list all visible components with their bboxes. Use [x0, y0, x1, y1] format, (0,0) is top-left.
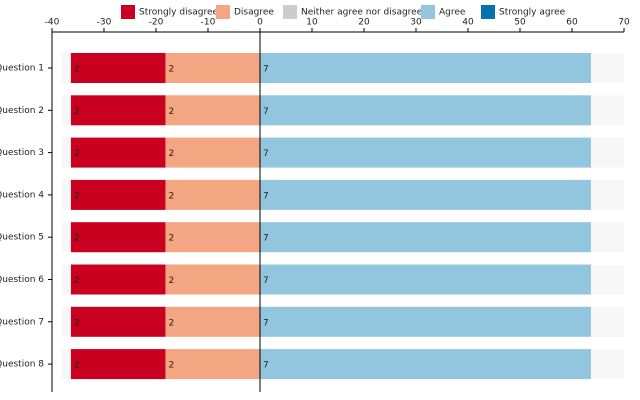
bar-segment	[70, 137, 166, 168]
data-label: 2	[74, 149, 80, 159]
x-tick-label: 60	[566, 18, 578, 28]
data-label: 2	[168, 276, 174, 286]
y-tick-label: Question 3	[0, 148, 44, 158]
data-label: 2	[74, 191, 80, 201]
x-tick-label: 20	[358, 18, 370, 28]
legend-swatch	[481, 5, 495, 19]
data-label: 2	[168, 191, 174, 201]
data-label: 7	[263, 276, 269, 286]
y-tick-label: Question 6	[0, 275, 44, 285]
data-label: 2	[168, 149, 174, 159]
bar-segment	[70, 306, 166, 337]
bar-segment	[165, 53, 260, 83]
data-label: 2	[74, 361, 80, 371]
bar-segment	[165, 179, 260, 210]
x-tick-label: 40	[462, 18, 474, 28]
bar-segment	[70, 53, 166, 83]
x-tick-label: -30	[97, 18, 112, 28]
bar-segment	[165, 95, 260, 126]
x-tick-label: 50	[514, 18, 526, 28]
bar-segment	[260, 53, 591, 83]
data-label: 2	[74, 276, 80, 286]
y-tick-label: Question 4	[0, 190, 44, 200]
data-label: 7	[263, 361, 269, 371]
bar-segment	[70, 264, 166, 295]
x-tick-label: 0	[257, 18, 263, 28]
legend-swatch	[283, 5, 297, 19]
x-tick-label: 70	[618, 18, 630, 28]
x-tick-label: -20	[149, 18, 164, 28]
data-label: 2	[74, 234, 80, 244]
data-label: 2	[74, 318, 80, 328]
bar-segment	[165, 137, 260, 168]
data-label: 2	[168, 318, 174, 328]
y-tick-label: Question 8	[0, 360, 44, 370]
data-label: 7	[263, 149, 269, 159]
x-tick-label: -40	[45, 18, 60, 28]
data-label: 2	[74, 65, 80, 75]
data-label: 7	[263, 318, 269, 328]
y-tick-label: Question 1	[0, 64, 44, 74]
y-tick-label: Question 7	[0, 317, 44, 327]
bar-segment	[260, 264, 591, 295]
bar-segment	[165, 349, 260, 380]
legend-swatch	[216, 5, 230, 19]
data-label: 7	[263, 234, 269, 244]
bar-segment	[260, 137, 591, 168]
data-label: 2	[168, 234, 174, 244]
bar-segment	[165, 264, 260, 295]
data-label: 7	[263, 191, 269, 201]
data-label: 7	[263, 107, 269, 117]
legend-swatch	[421, 5, 435, 19]
bar-segment	[260, 306, 591, 337]
x-tick-label: 30	[410, 18, 422, 28]
y-tick-label: Question 5	[0, 233, 44, 243]
bar-segment	[70, 222, 166, 253]
x-tick-label: 10	[306, 18, 318, 28]
data-label: 2	[168, 65, 174, 75]
legend-label: Strongly agree	[499, 8, 566, 18]
bar-segment	[165, 222, 260, 253]
y-tick-label: Question 2	[0, 106, 44, 116]
data-label: 7	[263, 65, 269, 75]
bar-segment	[260, 95, 591, 126]
x-tick-label: -10	[201, 18, 216, 28]
legend-label: Strongly disagree	[139, 8, 219, 18]
bar-segment	[260, 349, 591, 380]
bar-segment	[70, 179, 166, 210]
data-label: 2	[168, 107, 174, 117]
legend-label: Disagree	[234, 8, 274, 18]
bar-segment	[70, 349, 166, 380]
data-label: 2	[168, 361, 174, 371]
legend-swatch	[121, 5, 135, 19]
legend-label: Neither agree nor disagree	[301, 8, 423, 18]
bar-segment	[260, 179, 591, 210]
bar-segment	[260, 222, 591, 253]
bar-segment	[70, 95, 166, 126]
legend-label: Agree	[439, 8, 466, 18]
data-label: 2	[74, 107, 80, 117]
bar-segment	[165, 306, 260, 337]
